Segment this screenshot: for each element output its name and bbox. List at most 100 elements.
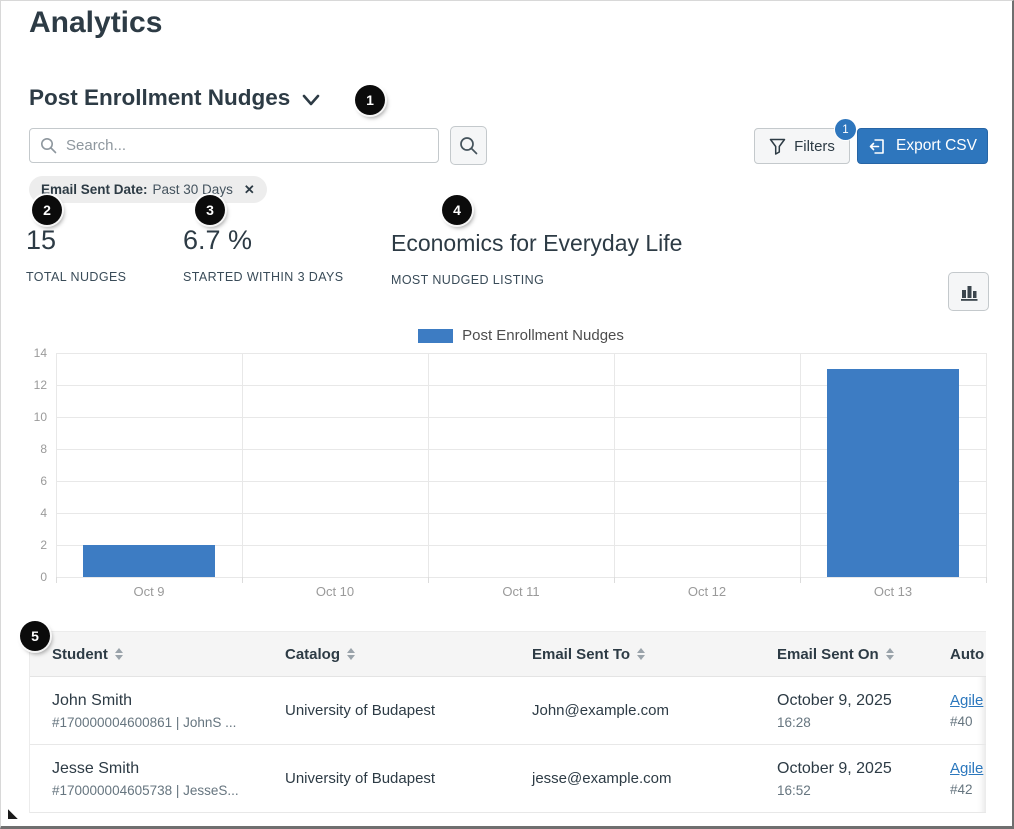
report-selector-label: Post Enrollment Nudges — [29, 85, 291, 110]
chart-ytick-label: 2 — [40, 538, 47, 552]
chart-ytick-label: 10 — [33, 410, 47, 424]
chart-xtick-label: Oct 13 — [873, 584, 913, 599]
sort-icon[interactable] — [114, 648, 123, 660]
stat-started-within-3-days: 6.7 % STARTED WITHIN 3 DAYS — [183, 225, 344, 284]
filter-chip-value: Past 30 Days — [152, 182, 233, 197]
cell-student: Jesse Smith #170000004605738 | JesseS... — [30, 745, 263, 812]
stat-value: Economics for Everyday Life — [391, 230, 683, 256]
legend-swatch — [418, 328, 454, 343]
legend-label: Post Enrollment Nudges — [462, 327, 624, 344]
automation-link[interactable]: Agile — [950, 760, 984, 777]
stat-most-nudged-listing: Economics for Everyday Life MOST NUDGED … — [391, 230, 682, 287]
annotation-badge-3: 3 — [195, 195, 225, 225]
column-header-label: Catalog — [285, 645, 341, 663]
chart-axis-tick — [986, 577, 987, 583]
chart-bar-oct-9[interactable] — [82, 545, 216, 577]
chart-gridline-h — [56, 353, 986, 354]
search-icon — [460, 137, 478, 155]
chart-plot — [56, 353, 987, 578]
chart-gridline-h — [56, 449, 986, 450]
stat-label: MOST NUDGED LISTING — [391, 273, 545, 287]
chart-ytick-label: 0 — [40, 570, 47, 584]
filters-button-label: Filters — [794, 137, 835, 155]
chart-view-toggle-button[interactable] — [948, 272, 989, 311]
chart-ytick-label: 6 — [40, 474, 47, 488]
column-header-student[interactable]: Student — [30, 632, 263, 676]
chart-ytick-label: 12 — [33, 378, 47, 392]
chart-axis-tick — [614, 577, 615, 583]
cell-automation: Agile #40 — [928, 677, 986, 744]
search-button[interactable] — [450, 126, 487, 165]
chart-gridline-v — [986, 353, 987, 577]
cell-student: John Smith #170000004600861 | JohnS ... — [30, 677, 263, 744]
column-header-label: Email Sent On — [777, 645, 879, 663]
sort-icon[interactable] — [885, 648, 894, 660]
export-csv-button[interactable]: Export CSV — [857, 128, 988, 164]
search-icon — [41, 138, 57, 154]
filters-button[interactable]: Filters — [754, 128, 850, 164]
chart-gridline-h — [56, 545, 986, 546]
stat-value: 15 — [26, 225, 57, 255]
chart-gridline-v — [242, 353, 243, 577]
annotation-badge-5: 5 — [20, 621, 50, 651]
student-name: Jesse Smith — [52, 759, 140, 777]
column-header-label: Auto — [950, 645, 985, 663]
cell-catalog: University of Budapest — [263, 745, 510, 812]
email-address: John@example.com — [532, 702, 669, 719]
sort-icon[interactable] — [347, 648, 356, 660]
chart-axis-tick — [56, 577, 57, 583]
chart-xtick-label: Oct 11 — [502, 584, 540, 599]
annotation-badge-2: 2 — [32, 195, 62, 225]
sort-icon[interactable] — [637, 648, 646, 660]
sent-date: October 9, 2025 — [777, 759, 892, 777]
student-id: #170000004605738 | JesseS... — [52, 782, 239, 798]
export-csv-label: Export CSV — [896, 137, 977, 154]
chart-bar-oct-13[interactable] — [826, 369, 960, 577]
table-row: Jesse Smith #170000004605738 | JesseS... U… — [30, 745, 986, 813]
column-header-email-sent-on[interactable]: Email Sent On — [755, 632, 928, 676]
stat-label: STARTED WITHIN 3 DAYS — [183, 270, 344, 284]
annotation-badge-1: 1 — [355, 85, 385, 115]
automation-link[interactable]: Agile — [950, 692, 984, 709]
chart-y-axis: 0 2 4 6 8 10 12 14 — [1, 346, 47, 584]
catalog-name: University of Budapest — [285, 702, 436, 719]
chart-gridline-v — [614, 353, 615, 577]
chevron-down-icon — [302, 94, 320, 105]
student-id: #170000004600861 | JohnS ... — [52, 714, 237, 730]
close-icon[interactable]: ✕ — [243, 181, 255, 197]
chart-gridline-v — [428, 353, 429, 577]
filter-chip-email-sent-date[interactable]: Email Sent Date: Past 30 Days ✕ — [29, 176, 267, 203]
cell-automation: Agile #42 — [928, 745, 986, 812]
report-type-selector[interactable]: Post Enrollment Nudges — [29, 85, 320, 111]
student-name: John Smith — [52, 691, 133, 709]
chart-axis-tick — [800, 577, 801, 583]
automation-id: #40 — [950, 714, 973, 729]
chart-ytick-label: 14 — [33, 346, 47, 360]
chart-xtick-label: Oct 10 — [315, 584, 355, 599]
page-title: Analytics — [29, 6, 163, 39]
column-header-email-sent-to[interactable]: Email Sent To — [510, 632, 755, 676]
sent-time: 16:28 — [777, 714, 811, 730]
sent-date: October 9, 2025 — [777, 691, 892, 709]
chart-ytick-label: 8 — [40, 442, 47, 456]
column-header-catalog[interactable]: Catalog — [263, 632, 510, 676]
cell-catalog: University of Budapest — [263, 677, 510, 744]
export-icon — [869, 138, 884, 154]
chart-xtick-label: Oct 12 — [687, 584, 727, 599]
cell-email-sent-on: October 9, 2025 16:52 — [755, 745, 928, 812]
stat-value: 6.7 % — [183, 225, 253, 255]
chart-legend[interactable]: Post Enrollment Nudges — [56, 327, 986, 344]
chart-gridline-h — [56, 481, 986, 482]
nudges-table: Student Catalog Email Sent To Email Sent On… — [29, 631, 986, 813]
nudges-chart: Post Enrollment Nudges 0 2 4 6 8 10 12 14 Oct 9… — [1, 319, 1012, 611]
stat-total-nudges: 15 TOTAL NUDGES — [26, 225, 126, 284]
stat-label: TOTAL NUDGES — [26, 270, 127, 284]
table-header-row: Student Catalog Email Sent To Email Sent On… — [30, 631, 986, 677]
annotation-badge-4: 4 — [442, 195, 472, 225]
scroll-corner-indicator — [7, 807, 20, 820]
email-address: jesse@example.com — [532, 770, 672, 787]
filter-chip-name: Email Sent Date: — [41, 182, 148, 197]
search-input[interactable] — [29, 128, 439, 163]
chart-axis-tick — [428, 577, 429, 583]
column-header-auto[interactable]: Auto — [928, 632, 986, 676]
